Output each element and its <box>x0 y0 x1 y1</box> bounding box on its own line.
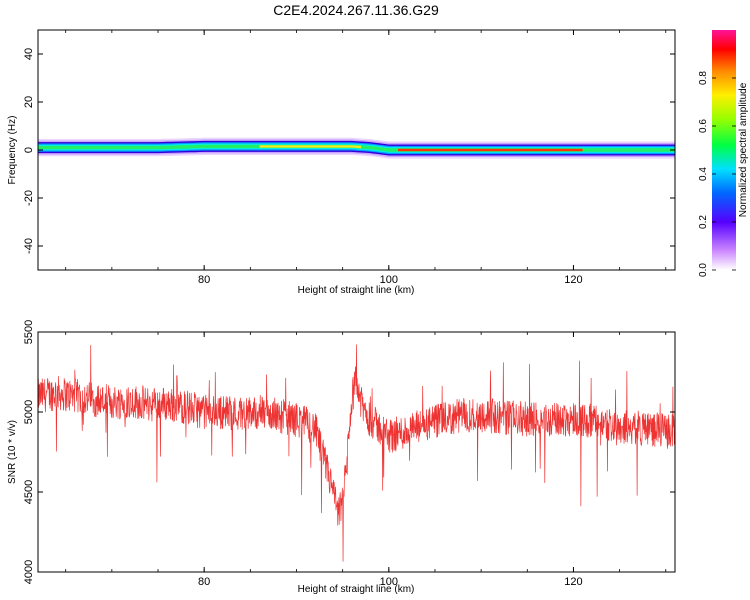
spectrogram-x-tick-label: 120 <box>564 274 582 286</box>
spectrogram-x-label: Height of straight line (km) <box>298 285 415 296</box>
colorbar-gradient <box>712 30 736 270</box>
colorbar-label: Normalized spectral amplitude <box>738 82 749 217</box>
snr-frame <box>37 331 676 573</box>
colorbar-ticks: 0.0 0.2 0.4 0.6 0.8 <box>698 71 736 277</box>
spectrogram-x-tick-label: 100 <box>380 274 398 286</box>
spectrogram-panel: 80 100 120 40 20 0 -20 -40 Height of straight … <box>7 29 676 296</box>
chart-title: C2E4.2024.267.11.36.G29 <box>273 2 439 18</box>
colorbar-tick-label: 0.0 <box>698 263 709 277</box>
band-core-red <box>398 148 583 152</box>
snr-x-tick-label: 80 <box>198 576 210 588</box>
spectrogram-y-tick-label: -40 <box>23 238 35 254</box>
snr-x-ticks: 80 100 120 <box>65 332 667 588</box>
spectrogram-x-tick-label: 80 <box>198 274 210 286</box>
snr-y-tick-label: 5500 <box>23 320 35 344</box>
colorbar-tick-label: 0.6 <box>698 119 709 133</box>
spectrogram-x-ticks: 80 100 120 <box>65 30 667 286</box>
snr-x-tick-label: 100 <box>380 576 398 588</box>
spectrogram-y-tick-label: 40 <box>23 48 35 60</box>
snr-y-tick-label: 5000 <box>23 400 35 424</box>
spectrogram-y-tick-label: 0 <box>23 147 35 153</box>
snr-x-label: Height of straight line (km) <box>298 584 415 595</box>
spectrogram-y-tick-label: -20 <box>23 190 35 206</box>
snr-y-tick-label: 4500 <box>23 480 35 504</box>
spectrogram-band <box>38 137 675 159</box>
colorbar-tick-label: 0.2 <box>698 215 709 229</box>
snr-x-tick-label: 120 <box>564 576 582 588</box>
spectrogram-y-label: Frequency (Hz) <box>7 116 18 185</box>
snr-y-tick-label: 4000 <box>23 560 35 584</box>
spectrogram-y-ticks: 40 20 0 -20 -40 <box>23 48 675 254</box>
snr-series-line <box>38 344 675 562</box>
colorbar-tick-label: 0.8 <box>698 71 709 85</box>
snr-panel: 80 100 120 5500 5000 4500 4000 Height of stra… <box>7 320 676 595</box>
colorbar-tick-label: 0.4 <box>698 167 709 181</box>
snr-y-label: SNR (10 * v/v) <box>7 420 18 484</box>
spectrogram-y-tick-label: 20 <box>23 96 35 108</box>
colorbar: 0.0 0.2 0.4 0.6 0.8 Normalized spectral ampl… <box>698 30 749 277</box>
band-core-yellow <box>259 145 362 149</box>
snr-y-ticks: 5500 5000 4500 4000 <box>23 320 675 584</box>
